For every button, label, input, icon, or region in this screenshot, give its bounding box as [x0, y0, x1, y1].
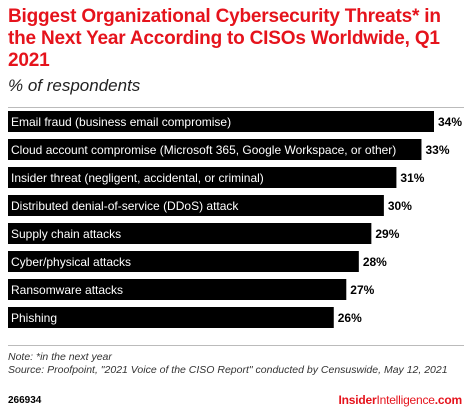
chart-notes: Note: *in the next year Source: Proofpoi…: [8, 351, 464, 377]
value-label: 33%: [425, 143, 449, 157]
brand-light: Intelligence: [376, 393, 435, 407]
bar: [8, 139, 422, 160]
bar: [8, 279, 347, 300]
category-label: Supply chain attacks: [11, 227, 121, 241]
note-text: Note: *in the next year: [8, 351, 112, 363]
category-label: Phishing: [11, 311, 57, 325]
category-label: Cyber/physical attacks: [11, 255, 131, 269]
brand-suffix: .com: [434, 393, 462, 407]
value-label: 26%: [338, 311, 362, 325]
bar: [8, 167, 397, 188]
category-label: Email fraud (business email compromise): [11, 115, 231, 129]
chart-title: Biggest Organizational Cybersecurity Thr…: [8, 6, 441, 71]
value-label: 27%: [350, 283, 374, 297]
source-text: Source: Proofpoint, "2021 Voice of the C…: [8, 364, 448, 376]
bar: [8, 111, 434, 132]
category-label: Insider threat (negligent, accidental, o…: [11, 171, 264, 185]
value-label: 29%: [375, 227, 399, 241]
bar: [8, 195, 384, 216]
category-label: Cloud account compromise (Microsoft 365,…: [11, 143, 396, 157]
value-label: 30%: [388, 199, 412, 213]
brand-logo[interactable]: InsiderIntelligence.com: [338, 393, 463, 407]
category-label: Ransomware attacks: [11, 283, 123, 297]
value-label: 34%: [438, 115, 462, 129]
category-label: Distributed denial-of-service (DDoS) att…: [11, 199, 239, 213]
brand-bold: Insider: [338, 393, 377, 407]
bar: [8, 251, 359, 272]
bottom-rule: [8, 345, 464, 346]
top-rule: [8, 107, 464, 108]
chart-id: 266934: [8, 395, 42, 406]
chart-subtitle: % of respondents: [8, 76, 141, 95]
value-label: 31%: [400, 171, 424, 185]
bar: [8, 223, 372, 244]
bar: [8, 307, 334, 328]
bar-chart: Email fraud (business email compromise) 3…: [8, 111, 462, 328]
value-label: 28%: [363, 255, 387, 269]
